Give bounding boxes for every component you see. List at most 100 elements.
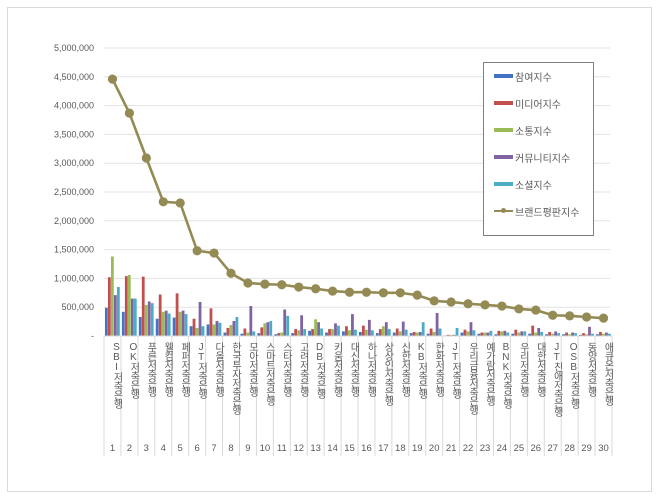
x-category-label: 모아저축은행: [246, 342, 258, 397]
x-rank-label: 1: [110, 443, 115, 454]
bar: [415, 332, 419, 336]
x-category-label: 우리저축은행: [517, 342, 529, 397]
bar: [596, 334, 599, 336]
line-marker: [497, 301, 507, 311]
bar: [466, 331, 470, 336]
bar: [426, 333, 430, 336]
bar: [184, 314, 188, 336]
bar: [469, 322, 473, 336]
bar: [277, 333, 281, 336]
x-rank-label: 16: [361, 443, 372, 454]
bar: [361, 325, 365, 336]
bar: [175, 293, 179, 336]
y-tick-label: 4,000,000: [54, 101, 94, 111]
bar: [269, 321, 273, 336]
bar: [514, 329, 518, 336]
x-category-label: 다올저축은행: [213, 342, 225, 397]
bar: [226, 327, 230, 336]
bar: [328, 329, 331, 336]
bar: [446, 334, 450, 336]
legend-swatch: [494, 101, 513, 105]
bar: [435, 312, 439, 336]
legend-label: 소셜지수: [515, 180, 552, 192]
bar: [178, 311, 182, 336]
bar: [432, 331, 436, 336]
bar: [209, 308, 213, 336]
x-category-label: 고려저축은행: [297, 342, 309, 397]
legend-label: 커뮤니티지수: [515, 153, 571, 165]
bar: [155, 318, 159, 336]
bar: [429, 328, 433, 336]
bar: [257, 333, 261, 336]
x-rank-label: 12: [293, 443, 304, 454]
bar: [181, 310, 185, 336]
bar: [297, 330, 301, 336]
line-marker: [124, 108, 134, 118]
x-rank-label: 25: [514, 443, 525, 454]
y-tick-label: -: [91, 331, 94, 341]
line-marker: [463, 299, 473, 309]
bar: [351, 314, 354, 336]
bar: [455, 327, 459, 336]
bar: [557, 333, 561, 336]
bar: [314, 319, 317, 336]
bar: [534, 332, 538, 336]
x-rank-label: 7: [211, 443, 216, 454]
bar: [317, 322, 320, 336]
legend-swatch: [494, 155, 513, 159]
bar: [486, 332, 490, 336]
bar: [367, 319, 371, 336]
bar: [545, 334, 549, 336]
x-category-label: DB저축은행: [314, 342, 326, 399]
bar: [511, 333, 515, 336]
bar: [212, 324, 216, 336]
x-category-label: BNK저축은행: [500, 342, 512, 409]
bar: [342, 331, 345, 336]
bar: [605, 332, 608, 336]
x-category-label: JT저축은행: [196, 342, 208, 399]
bar: [147, 301, 151, 336]
bar: [409, 333, 413, 336]
x-category-label: 애큐온저축은행: [602, 342, 614, 406]
line-marker: [446, 297, 456, 307]
x-category-label: 한국투자저축은행: [230, 342, 242, 415]
bar-series: [104, 256, 611, 336]
bar: [404, 329, 408, 336]
x-rank-label: 15: [344, 443, 355, 454]
x-rank-label: 2: [127, 443, 132, 454]
bar: [418, 331, 422, 336]
bar: [113, 295, 117, 336]
legend-label: 참여지수: [515, 72, 552, 84]
bar: [246, 332, 250, 336]
line-marker: [141, 153, 151, 163]
x-category-label: 동양저축은행: [585, 342, 597, 397]
bar: [554, 331, 558, 336]
x-rank-label: 10: [260, 443, 271, 454]
bar: [167, 313, 171, 336]
x-rank-label: 4: [161, 443, 166, 454]
x-rank-label: 20: [429, 443, 440, 454]
x-rank-label: 24: [497, 443, 508, 454]
bar: [463, 329, 467, 336]
x-category-label: 대한저축은행: [534, 342, 546, 397]
x-rank-label: 22: [463, 443, 474, 454]
bar: [602, 333, 605, 336]
y-tick-label: 3,500,000: [54, 129, 94, 139]
bar: [130, 298, 134, 336]
bar: [568, 334, 571, 336]
bar: [127, 274, 131, 336]
bar: [235, 316, 239, 336]
x-category-label: 신한저축은행: [399, 342, 411, 397]
line-marker: [175, 198, 185, 208]
line-marker: [429, 296, 439, 306]
line-marker: [395, 288, 405, 298]
x-category-label: JT저축은행: [450, 342, 462, 399]
bar: [381, 326, 385, 336]
bar: [579, 334, 582, 336]
line-marker: [514, 304, 524, 314]
brand-index-line: [107, 74, 609, 323]
bar: [334, 323, 337, 336]
y-tick-label: 4,500,000: [54, 72, 94, 82]
x-category-label: 페퍼저축은행: [179, 342, 191, 397]
line-marker: [158, 197, 168, 207]
